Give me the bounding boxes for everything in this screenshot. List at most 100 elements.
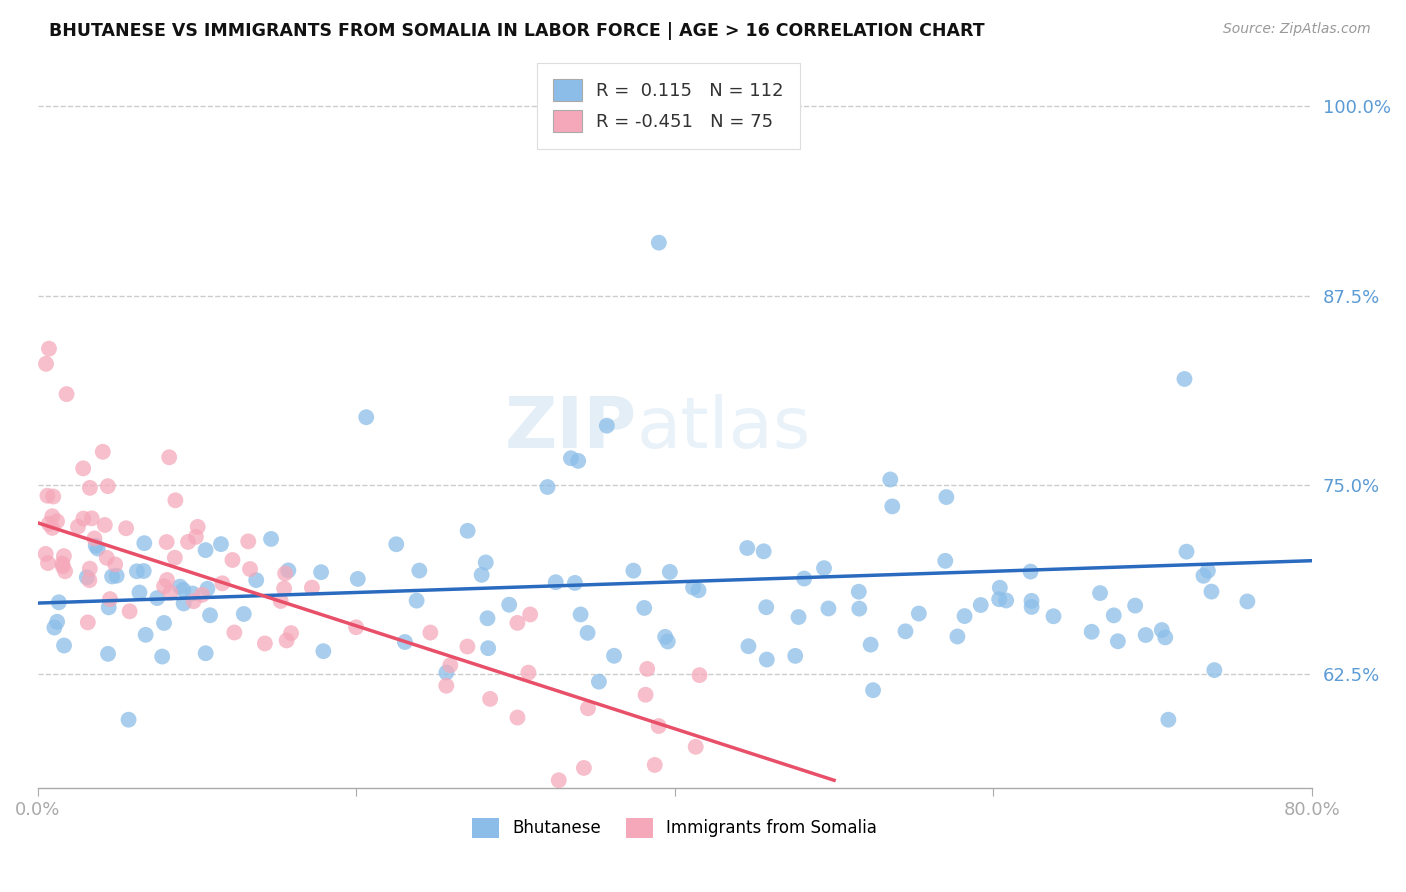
Point [115, 521, 138, 535]
Point [603, 648, 626, 663]
Point [183, 594, 205, 608]
Point [101, 569, 124, 583]
Text: ZIP: ZIP [505, 393, 637, 463]
Point [536, 480, 558, 494]
Point [72, 461, 94, 475]
Point [621, 564, 644, 578]
Point [405, 593, 427, 607]
Point [211, 576, 233, 591]
Point [434, 679, 457, 693]
Point [755, 652, 778, 666]
Point [988, 581, 1011, 595]
Point [53, 639, 76, 653]
Point [658, 565, 681, 579]
Point [38, 342, 60, 356]
Point [34, 547, 56, 561]
Point [567, 454, 589, 468]
Point [187, 520, 209, 534]
Point [83, 532, 105, 546]
Point [156, 535, 179, 549]
Point [156, 573, 179, 587]
Point [274, 566, 297, 581]
Point [270, 594, 292, 608]
Point [276, 633, 298, 648]
Point [657, 634, 679, 648]
Point [859, 638, 882, 652]
Point [165, 493, 187, 508]
Point [576, 701, 599, 715]
Point [894, 624, 917, 639]
Point [688, 583, 710, 598]
Point [644, 758, 666, 772]
Point [224, 625, 246, 640]
Point [1080, 624, 1102, 639]
Point [66, 520, 89, 534]
Point [654, 630, 676, 644]
Point [1021, 599, 1043, 614]
Point [118, 604, 141, 618]
Point [787, 610, 810, 624]
Point [309, 565, 332, 579]
Point [80, 511, 103, 525]
Point [596, 418, 619, 433]
Point [79, 562, 101, 576]
Point [177, 535, 200, 549]
Point [1042, 609, 1064, 624]
Point [134, 536, 156, 550]
Point [1173, 372, 1195, 386]
Point [648, 235, 671, 250]
Point [173, 597, 195, 611]
Point [634, 688, 657, 702]
Point [682, 581, 704, 595]
Point [97, 647, 120, 661]
Text: BHUTANESE VS IMMIGRANTS FROM SOMALIA IN LABOR FORCE | AGE > 16 CORRELATION CHART: BHUTANESE VS IMMIGRANTS FROM SOMALIA IN … [49, 22, 984, 40]
Point [1088, 586, 1111, 600]
Point [232, 607, 254, 621]
Point [159, 585, 181, 599]
Point [42, 490, 65, 504]
Point [37, 556, 59, 570]
Point [647, 719, 669, 733]
Point [547, 773, 569, 788]
Point [344, 620, 367, 634]
Point [117, 713, 139, 727]
Point [312, 644, 335, 658]
Point [636, 662, 658, 676]
Point [935, 490, 957, 504]
Point [245, 573, 267, 587]
Point [544, 575, 567, 590]
Point [184, 530, 207, 544]
Point [1236, 594, 1258, 608]
Point [385, 537, 408, 551]
Point [434, 665, 457, 680]
Point [1150, 623, 1173, 637]
Point [1154, 631, 1177, 645]
Text: Source: ZipAtlas.com: Source: ZipAtlas.com [1223, 22, 1371, 37]
Point [153, 579, 176, 593]
Point [970, 598, 993, 612]
Legend: Bhutanese, Immigrants from Somalia: Bhutanese, Immigrants from Somalia [465, 812, 884, 844]
Point [848, 601, 870, 615]
Point [737, 640, 759, 654]
Point [38, 516, 60, 531]
Point [86, 541, 108, 556]
Point [52, 559, 75, 574]
Point [477, 611, 499, 625]
Point [79, 573, 101, 587]
Point [157, 450, 180, 465]
Point [439, 658, 461, 673]
Point [908, 607, 931, 621]
Point [41, 509, 63, 524]
Point [98, 592, 121, 607]
Point [55, 387, 77, 401]
Point [1135, 628, 1157, 642]
Point [755, 600, 778, 615]
Point [72, 511, 94, 525]
Point [260, 532, 283, 546]
Point [53, 564, 76, 578]
Point [172, 582, 194, 597]
Point [209, 537, 232, 551]
Point [1019, 565, 1042, 579]
Point [506, 710, 529, 724]
Point [1204, 663, 1226, 677]
